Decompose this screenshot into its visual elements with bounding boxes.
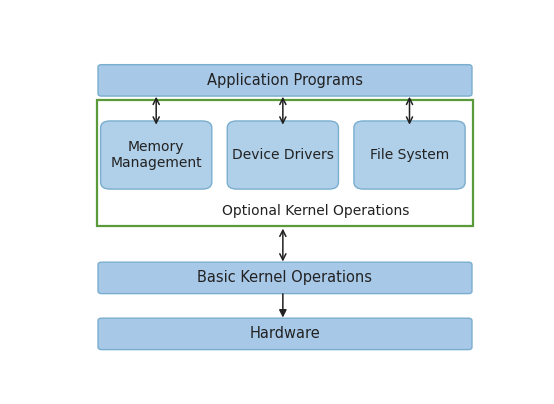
Text: File System: File System (370, 148, 449, 162)
Text: Basic Kernel Operations: Basic Kernel Operations (197, 270, 372, 285)
FancyBboxPatch shape (98, 262, 472, 294)
Text: Optional Kernel Operations: Optional Kernel Operations (222, 204, 409, 218)
Text: Hardware: Hardware (250, 326, 320, 341)
FancyBboxPatch shape (101, 121, 212, 189)
Text: Memory
Management: Memory Management (110, 140, 202, 170)
FancyBboxPatch shape (227, 121, 338, 189)
FancyBboxPatch shape (98, 318, 472, 349)
FancyBboxPatch shape (354, 121, 465, 189)
Text: Device Drivers: Device Drivers (232, 148, 334, 162)
FancyBboxPatch shape (98, 65, 472, 96)
Text: Application Programs: Application Programs (207, 73, 363, 88)
